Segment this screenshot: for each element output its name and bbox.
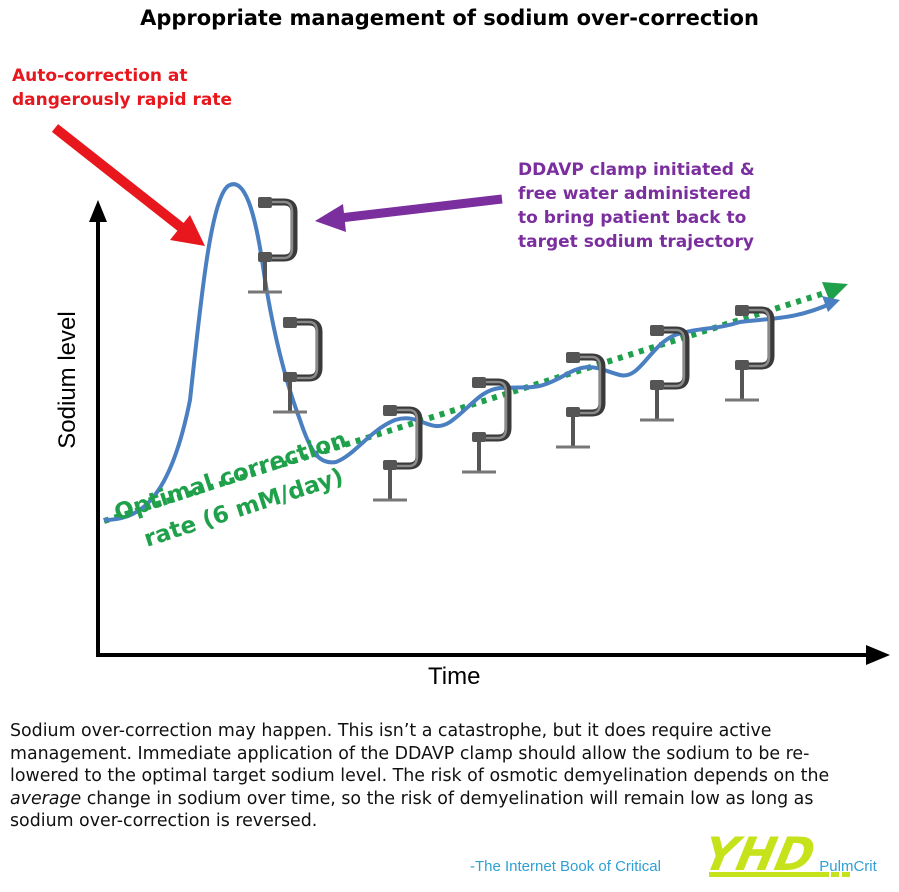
y-axis-label: Sodium level (54, 311, 81, 449)
purple-arrow (339, 194, 503, 223)
auto-correction-annotation: Auto-correction at dangerously rapid rat… (12, 64, 312, 112)
red-arrowhead (170, 215, 205, 246)
caption-part: change in sodium over time, so the risk … (10, 788, 814, 832)
source-credit: -The Internet Book of Critical PulmCrit (470, 858, 877, 875)
optimal-correction-arrowhead (822, 282, 848, 302)
page-title: Appropriate management of sodium over-co… (140, 6, 759, 30)
source-tail: PulmCrit (819, 858, 877, 875)
ddavp-annotation: DDAVP clamp initiated & free water admin… (518, 158, 848, 254)
annotation-line: target sodium trajectory (518, 232, 754, 252)
sodium-curve-arrowhead (822, 296, 840, 312)
c-clamp-icon (273, 317, 319, 412)
annotation-line: to bring patient back to (518, 208, 747, 228)
sodium-diagram (51, 124, 890, 665)
annotation-line: DDAVP clamp initiated & (518, 160, 755, 180)
y-axis-arrowhead (89, 200, 107, 222)
caption-text: Sodium over-correction may happen. This … (10, 720, 870, 833)
caption: Sodium over-correction may happen. This … (10, 720, 870, 833)
annotation-line: free water administered (518, 184, 751, 204)
x-axis-label: Time (428, 663, 481, 690)
caption-emphasis: average (10, 788, 82, 809)
c-clamp-icon (640, 325, 686, 420)
source-text: -The Internet Book of Critical (470, 858, 661, 875)
watermark-logo: YHD (705, 827, 850, 881)
caption-part: Sodium over-correction may happen. This … (10, 721, 830, 786)
c-clamp-icon (248, 197, 294, 292)
x-axis-arrowhead (866, 645, 890, 665)
annotation-line: Auto-correction at (12, 66, 188, 86)
sodium-curve (103, 182, 833, 522)
annotation-line: dangerously rapid rate (12, 90, 233, 110)
red-arrow (51, 124, 186, 232)
purple-arrowhead (315, 204, 346, 232)
watermark-text: YHD (705, 827, 820, 880)
